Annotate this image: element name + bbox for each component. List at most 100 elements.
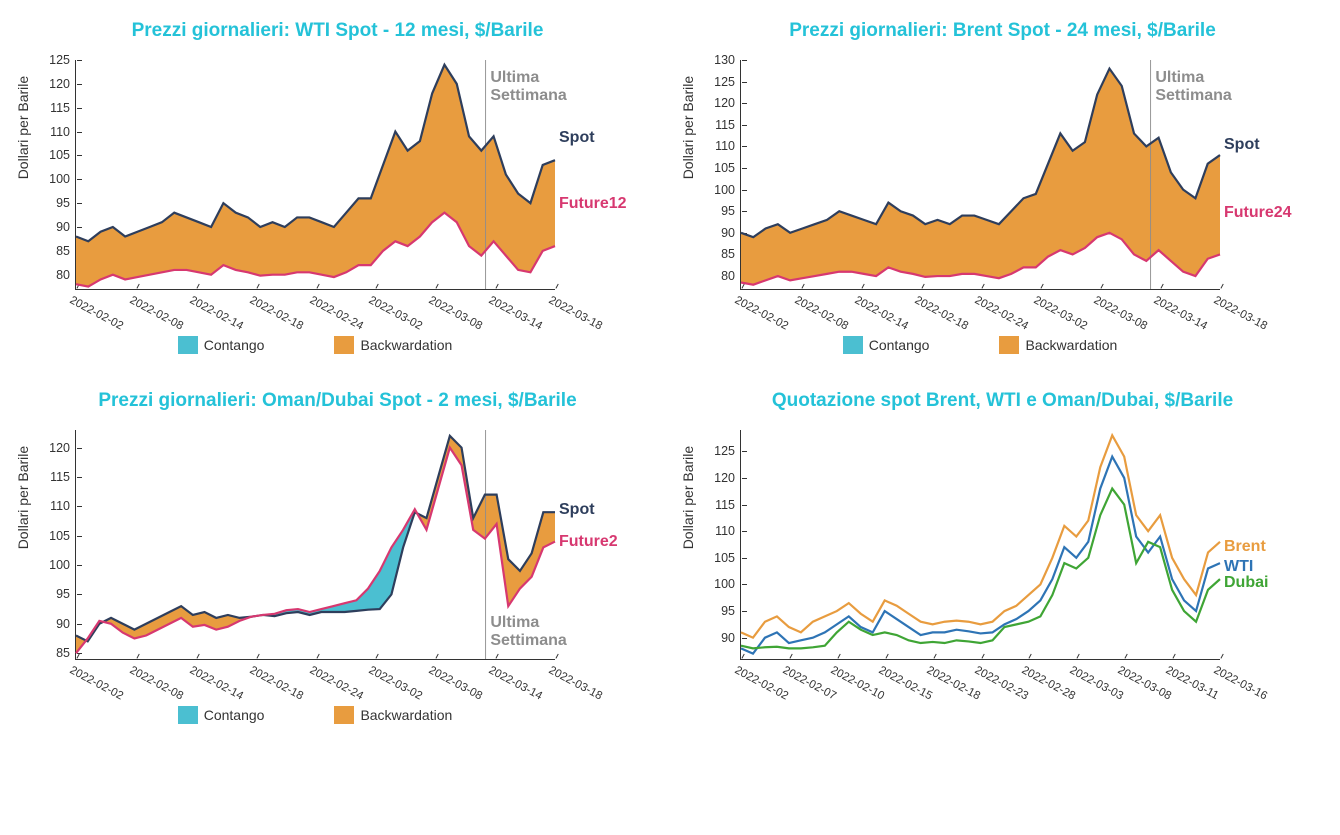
x-tick: 2022-02-14 bbox=[187, 659, 247, 703]
x-tick: 2022-02-02 bbox=[733, 289, 793, 333]
y-tick: 100 bbox=[49, 558, 76, 572]
legend-label: Backwardation bbox=[360, 337, 452, 353]
y-tick: 115 bbox=[50, 470, 76, 484]
ultima-settimana-label: UltimaSettimana bbox=[490, 614, 566, 650]
x-tick: 2022-03-02 bbox=[367, 289, 427, 333]
y-axis-label: Dollari per Barile bbox=[680, 446, 696, 549]
future-label: Future2 bbox=[555, 533, 618, 551]
legend: Contango Backwardation bbox=[75, 706, 555, 724]
x-tick: 2022-03-11 bbox=[1164, 659, 1224, 702]
y-tick: 105 bbox=[714, 551, 741, 565]
y-tick: 120 bbox=[49, 77, 76, 91]
legend: Contango Backwardation bbox=[740, 336, 1220, 354]
x-tick: 2022-02-08 bbox=[127, 289, 187, 333]
chart-grid: Prezzi giornalieri: WTI Spot - 12 mesi, … bbox=[20, 20, 1320, 720]
plot-wti: 808590951001051101151201252022-02-022022… bbox=[75, 60, 555, 290]
x-tick: 2022-02-24 bbox=[307, 659, 367, 703]
x-tick: 2022-02-07 bbox=[780, 659, 840, 703]
y-tick: 110 bbox=[50, 499, 76, 513]
x-tick: 2022-03-18 bbox=[547, 289, 607, 333]
y-tick: 90 bbox=[56, 220, 76, 234]
swatch-contango bbox=[843, 336, 863, 354]
x-tick: 2022-02-18 bbox=[912, 289, 972, 333]
chart-area: Dollari per Barile 808590951001051101151… bbox=[685, 50, 1320, 350]
y-tick: 105 bbox=[714, 161, 741, 175]
x-tick: 2022-03-16 bbox=[1212, 659, 1272, 703]
x-tick: 2022-02-14 bbox=[187, 289, 247, 333]
legend-label: Backwardation bbox=[360, 707, 452, 723]
plot-quot: 90951001051101151201252022-02-022022-02-… bbox=[740, 430, 1220, 660]
panel-brent: Prezzi giornalieri: Brent Spot - 24 mesi… bbox=[685, 20, 1320, 350]
swatch-backwardation bbox=[334, 706, 354, 724]
x-tick: 2022-03-14 bbox=[487, 289, 547, 333]
ultima-settimana-label: UltimaSettimana bbox=[490, 69, 566, 105]
swatch-backwardation bbox=[999, 336, 1019, 354]
chart-svg bbox=[741, 60, 1220, 289]
x-tick: 2022-02-18 bbox=[247, 659, 307, 703]
legend-contango: Contango bbox=[178, 706, 265, 724]
y-tick: 105 bbox=[49, 529, 76, 543]
y-tick: 90 bbox=[721, 631, 741, 645]
y-tick: 125 bbox=[49, 53, 76, 67]
x-tick: 2022-03-14 bbox=[1152, 289, 1212, 333]
x-tick: 2022-02-24 bbox=[307, 289, 367, 333]
y-tick: 95 bbox=[721, 604, 741, 618]
plot-oman: 8590951001051101151202022-02-022022-02-0… bbox=[75, 430, 555, 660]
y-tick: 105 bbox=[49, 148, 76, 162]
legend-backwardation: Backwardation bbox=[334, 706, 452, 724]
x-tick: 2022-02-14 bbox=[852, 289, 912, 333]
y-tick: 125 bbox=[714, 75, 741, 89]
future-label: Future12 bbox=[555, 195, 627, 213]
y-tick: 110 bbox=[715, 139, 741, 153]
spot-label: Spot bbox=[1220, 136, 1260, 154]
y-tick: 100 bbox=[49, 172, 76, 186]
swatch-backwardation bbox=[334, 336, 354, 354]
spot-label: Spot bbox=[555, 129, 595, 147]
y-tick: 120 bbox=[49, 441, 76, 455]
legend-label: Contango bbox=[869, 337, 930, 353]
x-tick: 2022-02-02 bbox=[68, 659, 128, 703]
ultima-settimana-label: UltimaSettimana bbox=[1155, 69, 1231, 105]
y-tick: 100 bbox=[714, 183, 741, 197]
x-tick: 2022-02-08 bbox=[127, 659, 187, 703]
legend-label: Contango bbox=[204, 707, 265, 723]
x-tick: 2022-02-24 bbox=[972, 289, 1032, 333]
series-label: Dubai bbox=[1220, 574, 1268, 592]
y-axis-label: Dollari per Barile bbox=[15, 446, 31, 549]
panel-wti: Prezzi giornalieri: WTI Spot - 12 mesi, … bbox=[20, 20, 655, 350]
legend-backwardation: Backwardation bbox=[999, 336, 1117, 354]
x-tick: 2022-03-08 bbox=[427, 659, 487, 703]
x-tick: 2022-03-18 bbox=[1212, 289, 1272, 333]
legend-label: Backwardation bbox=[1025, 337, 1117, 353]
y-tick: 95 bbox=[56, 587, 76, 601]
x-tick: 2022-03-02 bbox=[367, 659, 427, 703]
y-tick: 100 bbox=[714, 577, 741, 591]
y-tick: 90 bbox=[721, 226, 741, 240]
x-tick: 2022-02-18 bbox=[924, 659, 984, 703]
swatch-contango bbox=[178, 706, 198, 724]
x-tick: 2022-02-08 bbox=[792, 289, 852, 333]
y-tick: 95 bbox=[721, 204, 741, 218]
chart-area: Dollari per Barile 909510010511011512012… bbox=[685, 420, 1320, 720]
chart-area: Dollari per Barile 808590951001051101151… bbox=[20, 50, 655, 350]
chart-title: Prezzi giornalieri: WTI Spot - 12 mesi, … bbox=[20, 20, 655, 42]
y-tick: 95 bbox=[56, 196, 76, 210]
legend-contango: Contango bbox=[843, 336, 930, 354]
x-tick: 2022-02-02 bbox=[733, 659, 793, 703]
panel-oman: Prezzi giornalieri: Oman/Dubai Spot - 2 … bbox=[20, 390, 655, 720]
panel-quot: Quotazione spot Brent, WTI e Oman/Dubai,… bbox=[685, 390, 1320, 720]
future-label: Future24 bbox=[1220, 204, 1292, 222]
x-tick: 2022-03-14 bbox=[487, 659, 547, 703]
y-tick: 90 bbox=[56, 617, 76, 631]
legend-label: Contango bbox=[204, 337, 265, 353]
y-tick: 85 bbox=[56, 646, 76, 660]
chart-svg bbox=[76, 430, 555, 659]
chart-area: Dollari per Barile 859095100105110115120… bbox=[20, 420, 655, 720]
chart-title: Prezzi giornalieri: Oman/Dubai Spot - 2 … bbox=[20, 390, 655, 412]
x-tick: 2022-03-02 bbox=[1032, 289, 1092, 333]
plot-brent: 808590951001051101151201251302022-02-022… bbox=[740, 60, 1220, 290]
x-tick: 2022-03-08 bbox=[1092, 289, 1152, 333]
y-tick: 110 bbox=[715, 524, 741, 538]
y-tick: 130 bbox=[714, 53, 741, 67]
legend: Contango Backwardation bbox=[75, 336, 555, 354]
